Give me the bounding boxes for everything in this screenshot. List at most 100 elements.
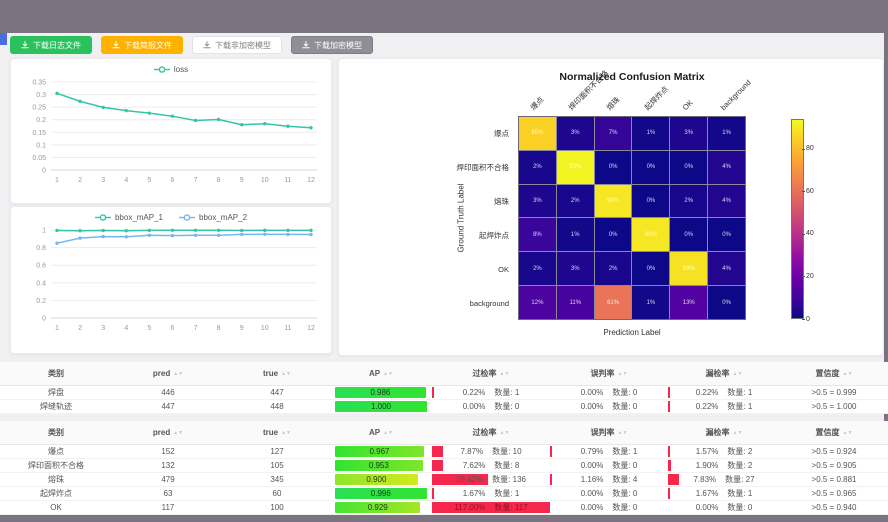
column-header[interactable]: AP ▲▼ [330,362,432,386]
download-unencrypted-model-button[interactable]: 下载非加密模型 [192,36,282,54]
colorbar-tick-mark [802,148,805,150]
legend-item[interactable]: bbox_mAP_1 [94,213,163,222]
sort-caret-icon[interactable]: ▲▼ [842,429,853,436]
sort-caret-icon[interactable]: ▲▼ [732,429,743,436]
sort-caret-icon[interactable]: ▲▼ [499,370,510,377]
svg-text:0.6: 0.6 [36,263,46,270]
rate-bar [432,474,488,485]
confusion-matrix-cell: 3% [670,117,708,150]
sort-caret-icon[interactable]: ▲▼ [842,370,853,377]
ap-cell: 0.953 [330,458,432,473]
column-header[interactable]: AP ▲▼ [330,421,432,445]
sort-caret-icon[interactable]: ▲▼ [173,429,184,436]
sort-caret-icon[interactable]: ▲▼ [499,429,510,436]
rate-count: 数量: 8 [494,461,520,470]
row-label: 起焊炸点 [479,230,509,240]
download-log-file-button[interactable]: 下载日志文件 [10,36,92,54]
legend-marker-icon [94,214,111,221]
rate-count: 数量: 2 [727,461,753,470]
confidence-cell: >0.5 = 0.881 [780,472,888,487]
sort-caret-icon[interactable]: ▲▼ [617,370,628,377]
button-label: 下载简报文件 [124,40,172,50]
svg-text:3: 3 [101,177,105,184]
rate-count: 数量: 117 [494,503,528,512]
svg-text:0.3: 0.3 [36,92,46,99]
download-icon [21,41,29,49]
misjudge-rate-cell: 0.00% 数量: 0 [550,500,668,515]
overdetect-rate-cell: 7.87% 数量: 10 [432,444,550,459]
confusion-matrix-cell: 0% [670,150,708,184]
rate-bar [668,460,671,471]
colorbar-tick-label: 60 [806,187,814,195]
rate-count: 数量: 1 [727,402,753,411]
map-chart-legend: bbox_mAP_1 bbox_mAP_2 [11,207,331,222]
sort-caret-icon[interactable]: ▲▼ [281,429,292,436]
sort-caret-icon[interactable]: ▲▼ [173,370,184,377]
rate-bar [432,488,435,499]
svg-text:10: 10 [261,325,269,332]
table-row: 焊缝轨迹 447 448 1.000 0.00% 数量: 0 0.00% 数量: 0 … [0,399,888,414]
table-row: 焊印面积不合格 132 105 0.953 7.62% 数量: 8 0.00% 数量:… [0,458,888,473]
missed-rate-cell: 7.83% 数量: 27 [668,472,780,487]
column-header[interactable]: pred ▲▼ [112,362,224,386]
confusion-matrix-cell: 0% [708,286,745,319]
svg-text:9: 9 [240,325,244,332]
row-label: 焊印面积不合格 [456,162,510,172]
sort-caret-icon[interactable]: ▲▼ [383,429,394,436]
svg-text:0: 0 [42,168,46,175]
confusion-matrix-cell: 2% [594,252,632,286]
column-header[interactable]: 过检率 ▲▼ [432,421,550,445]
column-header[interactable]: 过检率 ▲▼ [432,362,550,386]
ap-cell: 0.986 [330,385,432,400]
row-label: 爆点 [494,128,509,138]
content-area: 下载日志文件 下载简报文件 下载非加密模型 下载加密模型 loss 0 0.05 0… [0,33,888,515]
ap-cell: 0.900 [330,472,432,487]
column-header[interactable]: true ▲▼ [224,421,330,445]
pred-count-cell: 479 [112,472,224,487]
sort-caret-icon[interactable]: ▲▼ [383,370,394,377]
rate-percent: 39.42% [456,475,484,484]
row-label: OK [498,264,509,274]
pred-count-cell: 117 [112,500,224,515]
column-header[interactable]: pred ▲▼ [112,421,224,445]
column-header-label: 漏检率 [705,428,730,437]
column-header[interactable]: 误判率 ▲▼ [550,421,668,445]
legend-item[interactable]: loss [153,65,188,74]
class-name-cell: 爆点 [0,444,112,459]
confusion-matrix-cell: 90% [594,184,632,218]
column-header[interactable]: 误判率 ▲▼ [550,362,668,386]
column-header[interactable]: 漏检率 ▲▼ [668,421,780,445]
legend-label: bbox_mAP_2 [199,213,248,222]
colorbar-tick-label: 80 [806,145,814,153]
class-name-cell: 焊缝轨迹 [0,399,112,414]
svg-text:5: 5 [147,177,151,184]
column-header[interactable]: 漏检率 ▲▼ [668,362,780,386]
sort-caret-icon[interactable]: ▲▼ [281,370,292,377]
rate-count: 数量: 2 [727,447,753,456]
download-report-file-button[interactable]: 下载简报文件 [101,36,183,54]
overdetect-rate-cell: 0.00% 数量: 0 [432,399,550,414]
column-header[interactable]: true ▲▼ [224,362,330,386]
rate-percent: 0.00% [580,461,604,470]
rate-percent: 1.67% [462,489,486,498]
colorbar-tick-label: 40 [806,230,814,238]
rate-count: 数量: 0 [612,489,638,498]
column-header[interactable]: 置信度 ▲▼ [780,421,888,445]
column-label: 熔珠 [604,95,622,112]
legend-item[interactable]: bbox_mAP_2 [179,213,247,222]
column-header-label: AP [368,428,381,437]
rate-count: 数量: 1 [494,388,520,397]
column-header-label: 过检率 [472,428,497,437]
column-header[interactable]: 置信度 ▲▼ [780,362,888,386]
rate-bar [550,446,553,457]
download-encrypted-model-button[interactable]: 下载加密模型 [291,36,373,54]
confusion-matrix-cell: 2% [519,252,556,286]
svg-text:1: 1 [42,228,46,235]
legend-label: bbox_mAP_1 [114,213,163,222]
rate-bar [668,387,671,398]
sort-caret-icon[interactable]: ▲▼ [732,370,743,377]
svg-text:0.2: 0.2 [36,117,46,124]
svg-text:7: 7 [194,325,198,332]
pred-count-cell: 132 [112,458,224,473]
sort-caret-icon[interactable]: ▲▼ [617,429,628,436]
